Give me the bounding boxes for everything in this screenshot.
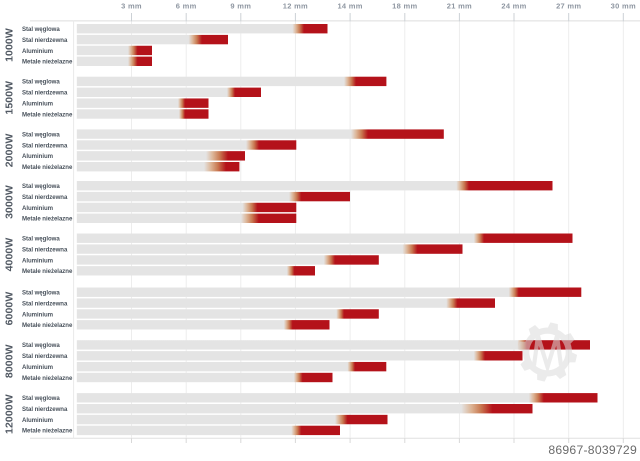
svg-text:Aluminium: Aluminium	[22, 205, 54, 212]
svg-text:Stal węglowa: Stal węglowa	[22, 342, 60, 349]
svg-text:6 mm: 6 mm	[176, 2, 197, 11]
svg-text:12000W: 12000W	[3, 394, 15, 434]
svg-text:6000W: 6000W	[3, 292, 15, 326]
svg-text:Aluminium: Aluminium	[22, 100, 54, 107]
svg-text:Stal węglowa: Stal węglowa	[22, 183, 60, 190]
svg-text:Metale nieżelazne: Metale nieżelazne	[22, 428, 73, 435]
svg-text:Stal węglowa: Stal węglowa	[22, 395, 60, 402]
svg-text:24 mm: 24 mm	[501, 2, 526, 11]
svg-text:Aluminium: Aluminium	[22, 153, 54, 160]
svg-text:Stal nierdzewna: Stal nierdzewna	[22, 406, 68, 413]
svg-text:Stal węglowa: Stal węglowa	[22, 26, 60, 33]
svg-text:86967-8039729: 86967-8039729	[548, 443, 637, 456]
svg-text:Stal węglowa: Stal węglowa	[22, 79, 60, 86]
svg-text:3000W: 3000W	[3, 185, 15, 219]
svg-text:Metale nieżelazne: Metale nieżelazne	[22, 216, 73, 223]
svg-text:1500W: 1500W	[3, 81, 15, 115]
svg-text:Aluminium: Aluminium	[22, 257, 54, 264]
svg-text:14 mm: 14 mm	[337, 2, 362, 11]
svg-text:4000W: 4000W	[3, 238, 15, 272]
svg-text:Metale nieżelazne: Metale nieżelazne	[22, 375, 73, 382]
svg-text:Stal nierdzewna: Stal nierdzewna	[22, 246, 68, 253]
svg-text:Stal nierdzewna: Stal nierdzewna	[22, 142, 68, 149]
svg-text:8000W: 8000W	[3, 344, 15, 378]
svg-text:Metale nieżelazne: Metale nieżelazne	[22, 164, 73, 171]
svg-text:Metale nieżelazne: Metale nieżelazne	[22, 111, 73, 118]
svg-text:Stal węglowa: Stal węglowa	[22, 236, 60, 243]
svg-text:18 mm: 18 mm	[392, 2, 417, 11]
svg-text:Stal nierdzewna: Stal nierdzewna	[22, 300, 68, 307]
svg-text:12 mm: 12 mm	[283, 2, 308, 11]
svg-text:Metale nieżelazne: Metale nieżelazne	[22, 322, 73, 329]
svg-text:Aluminium: Aluminium	[22, 417, 54, 424]
svg-text:Metale nieżelazne: Metale nieżelazne	[22, 268, 73, 275]
svg-text:Stal węglowa: Stal węglowa	[22, 290, 60, 297]
svg-text:Stal nierdzewna: Stal nierdzewna	[22, 90, 68, 97]
svg-text:Aluminium: Aluminium	[22, 311, 54, 318]
svg-text:21 mm: 21 mm	[447, 2, 472, 11]
svg-text:Stal nierdzewna: Stal nierdzewna	[22, 37, 68, 44]
svg-text:Stal węglowa: Stal węglowa	[22, 131, 60, 138]
svg-text:9 mm: 9 mm	[230, 2, 251, 11]
svg-text:30 mm: 30 mm	[611, 2, 636, 11]
svg-text:2000W: 2000W	[3, 134, 15, 168]
svg-text:Metale nieżelazne: Metale nieżelazne	[22, 59, 73, 66]
svg-text:Aluminium: Aluminium	[22, 48, 54, 55]
svg-text:Stal nierdzewna: Stal nierdzewna	[22, 353, 68, 360]
svg-text:3 mm: 3 mm	[121, 2, 142, 11]
svg-text:1000W: 1000W	[3, 28, 15, 62]
svg-text:27 mm: 27 mm	[556, 2, 581, 11]
svg-text:Aluminium: Aluminium	[22, 364, 54, 371]
svg-text:Stal nierdzewna: Stal nierdzewna	[22, 194, 68, 201]
